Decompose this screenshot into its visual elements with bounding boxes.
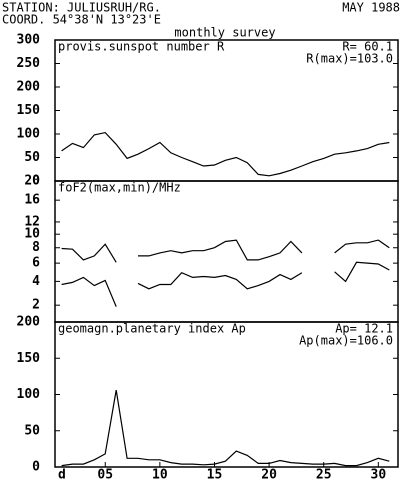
y-tick-label: 50 (24, 150, 40, 165)
annotation: Ap(max)=106.0 (299, 334, 393, 348)
y-tick-label: 150 (17, 103, 41, 118)
panel-title: foF2(max,min)/MHz (58, 181, 181, 195)
y-tick-label: 20 (24, 174, 40, 189)
y-tick-label: 16 (24, 193, 40, 208)
x-tick-label: 20 (261, 468, 277, 480)
series-line (61, 261, 390, 307)
y-tick-label: 8 (32, 240, 40, 255)
annotation: Ap= 12.1 (335, 322, 393, 336)
y-tick-label: 200 (17, 315, 41, 330)
subtitle: monthly survey (174, 26, 275, 40)
y-tick-label: 12 (24, 214, 40, 229)
y-tick-label: 6 (32, 256, 40, 271)
y-tick-label: 4 (32, 274, 40, 289)
y-tick-label: 0 (32, 174, 40, 189)
y-tick-label: 150 (17, 351, 41, 366)
y-tick-label: 250 (17, 56, 41, 71)
x-tick-label: 30 (371, 468, 387, 480)
x-tick-label: 10 (152, 468, 168, 480)
series-line (61, 239, 390, 263)
y-tick-label: 2 (32, 298, 40, 313)
annotation: R= 60.1 (342, 40, 393, 54)
x-tick-label: 25 (316, 468, 332, 480)
y-tick-label: 0 (32, 460, 40, 475)
y-tick-label: 10 (24, 227, 40, 242)
station: STATION: JULIUSRUH/RG. (2, 1, 161, 15)
series-line (61, 389, 390, 467)
x-tick-label: 05 (97, 468, 113, 480)
y-tick-label: 100 (17, 387, 41, 402)
coord: COORD. 54°38'N 13°23'E (2, 13, 161, 27)
panel-title: geomagn.planetary index Ap (58, 322, 246, 336)
panel-title: provis.sunspot number R (58, 40, 225, 54)
x-tick-label: 15 (207, 468, 223, 480)
annotation: R(max)=103.0 (306, 52, 393, 66)
date: MAY 1988 (342, 1, 400, 15)
series-line (61, 131, 390, 177)
y-tick-label: 300 (17, 33, 41, 48)
y-tick-label: 100 (17, 127, 41, 142)
y-tick-label: 200 (17, 80, 41, 95)
y-tick-label: 50 (24, 423, 40, 438)
x-axis-label: d (58, 468, 66, 480)
